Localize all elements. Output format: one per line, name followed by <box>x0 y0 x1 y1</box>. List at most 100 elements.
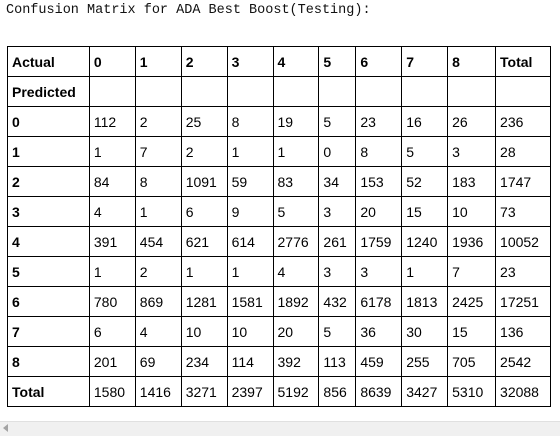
table-cell: 1 <box>88 256 136 287</box>
header-col-7: 7 <box>401 46 449 77</box>
table-cell: 4 <box>88 196 136 227</box>
table-cell: 1240 <box>401 226 449 257</box>
header-col-3: 3 <box>226 46 274 77</box>
table-cell: 621 <box>180 226 228 257</box>
table-cell: 8 <box>226 106 274 137</box>
predicted-row: Predicted <box>7 76 551 107</box>
chevron-left-icon[interactable] <box>3 424 8 432</box>
table-cell: 36 <box>355 316 403 347</box>
table-cell: 136 <box>495 316 551 347</box>
header-row: Actual 0 1 2 3 4 5 6 7 8 Total <box>7 46 551 77</box>
table-cell: 25 <box>180 106 228 137</box>
row-label: 0 <box>7 106 90 137</box>
row-label: 1 <box>7 136 90 167</box>
table-cell: 8 <box>355 136 403 167</box>
table-cell: 23 <box>495 256 551 287</box>
table-cell: 2 <box>134 106 182 137</box>
header-col-6: 6 <box>355 46 403 77</box>
table-cell: 1581 <box>226 286 274 317</box>
table-row: 6 780 869 1281 1581 1892 432 6178 1813 2425 17251 <box>7 286 551 317</box>
table-cell: 2397 <box>226 376 274 407</box>
table-cell: 73 <box>495 196 551 227</box>
table-cell: 614 <box>226 226 274 257</box>
confusion-matrix-table: Actual 0 1 2 3 4 5 6 7 8 Total Predicted <box>7 46 551 407</box>
table-cell: 1 <box>134 196 182 227</box>
table-cell: 112 <box>88 106 136 137</box>
table-cell: 261 <box>318 226 357 257</box>
table-row: 5 1 2 1 1 4 3 3 1 7 23 <box>7 256 551 287</box>
table-cell: 869 <box>134 286 182 317</box>
header-predicted: Predicted <box>7 76 90 107</box>
table-cell: 6 <box>180 196 228 227</box>
table-row: Total 1580 1416 3271 2397 5192 856 8639 3427 5310… <box>7 376 551 407</box>
table-cell: 69 <box>134 346 182 377</box>
table-cell: 234 <box>180 346 228 377</box>
table-cell: 23 <box>355 106 403 137</box>
table-cell: 8639 <box>355 376 403 407</box>
table-cell: 0 <box>318 136 357 167</box>
matrix-body: 0 112 2 25 8 19 5 23 16 26 236 1 1 7 2 1 1 0 8 5 3 28 2 84 8 1091… <box>7 106 551 407</box>
table-cell: 113 <box>318 346 357 377</box>
empty-cell <box>318 76 357 107</box>
table-cell: 3 <box>318 196 357 227</box>
table-cell: 5 <box>318 106 357 137</box>
table-cell: 10 <box>447 196 497 227</box>
table-cell: 1 <box>401 256 449 287</box>
header-col-4: 4 <box>272 46 320 77</box>
table-cell: 236 <box>495 106 551 137</box>
horizontal-scrollbar[interactable] <box>0 421 560 436</box>
empty-cell <box>495 76 551 107</box>
table-cell: 3 <box>447 136 497 167</box>
table-cell: 52 <box>401 166 449 197</box>
header-col-1: 1 <box>134 46 182 77</box>
table-cell: 83 <box>272 166 320 197</box>
table-cell: 856 <box>318 376 357 407</box>
row-label: 7 <box>7 316 90 347</box>
table-cell: 2542 <box>495 346 551 377</box>
table-cell: 8 <box>134 166 182 197</box>
table-cell: 780 <box>88 286 136 317</box>
table-cell: 32088 <box>495 376 551 407</box>
empty-cell <box>447 76 497 107</box>
table-cell: 1 <box>88 136 136 167</box>
table-cell: 454 <box>134 226 182 257</box>
header-col-0: 0 <box>88 46 136 77</box>
table-cell: 26 <box>447 106 497 137</box>
table-cell: 20 <box>272 316 320 347</box>
table-cell: 84 <box>88 166 136 197</box>
header-actual: Actual <box>7 46 90 77</box>
table-cell: 1091 <box>180 166 228 197</box>
table-cell: 15 <box>447 316 497 347</box>
empty-cell <box>180 76 228 107</box>
table-cell: 4 <box>272 256 320 287</box>
table-cell: 7 <box>447 256 497 287</box>
header-total: Total <box>495 46 551 77</box>
table-cell: 2 <box>134 256 182 287</box>
row-label: 4 <box>7 226 90 257</box>
table-cell: 1759 <box>355 226 403 257</box>
table-cell: 2776 <box>272 226 320 257</box>
table-cell: 2425 <box>447 286 497 317</box>
table-row: 8 201 69 234 114 392 113 459 255 705 2542 <box>7 346 551 377</box>
empty-cell <box>272 76 320 107</box>
table-cell: 7 <box>134 136 182 167</box>
row-label: 5 <box>7 256 90 287</box>
row-label: 2 <box>7 166 90 197</box>
table-cell: 5310 <box>447 376 497 407</box>
table-cell: 4 <box>134 316 182 347</box>
table-row: 2 84 8 1091 59 83 34 153 52 183 1747 <box>7 166 551 197</box>
table-cell: 6178 <box>355 286 403 317</box>
table-cell: 3271 <box>180 376 228 407</box>
table-cell: 19 <box>272 106 320 137</box>
table-cell: 28 <box>495 136 551 167</box>
table-cell: 20 <box>355 196 403 227</box>
table-cell: 705 <box>447 346 497 377</box>
empty-cell <box>88 76 136 107</box>
table-cell: 1580 <box>88 376 136 407</box>
row-label: 8 <box>7 346 90 377</box>
table-cell: 114 <box>226 346 274 377</box>
table-cell: 5 <box>272 196 320 227</box>
table-cell: 1 <box>272 136 320 167</box>
table-cell: 17251 <box>495 286 551 317</box>
table-cell: 1 <box>226 256 274 287</box>
